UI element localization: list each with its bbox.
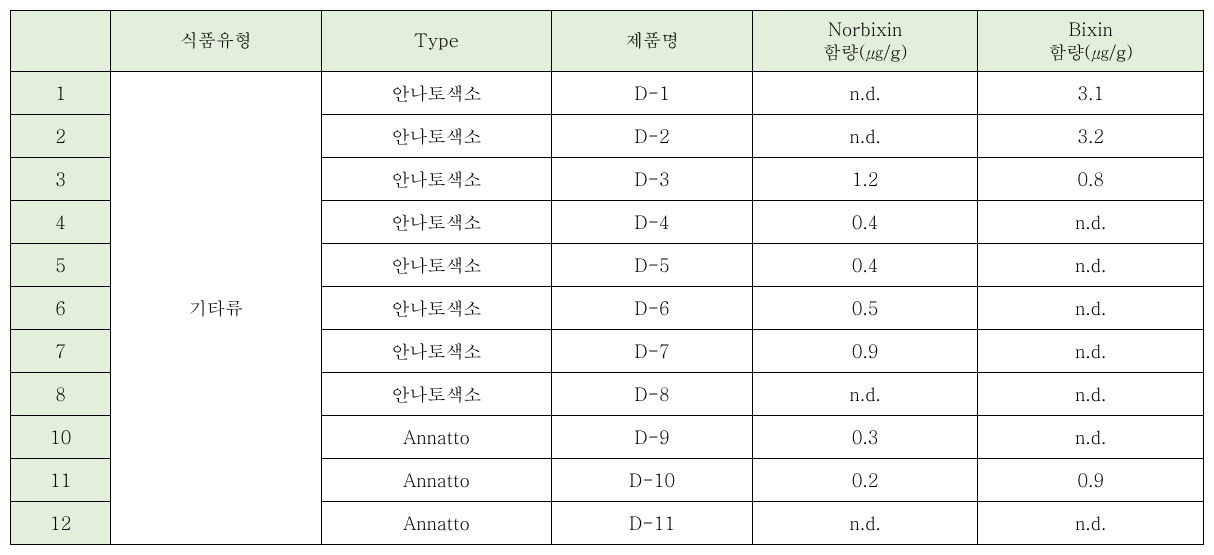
row-index: 5 [11, 244, 111, 287]
cell-bixin: 3.2 [978, 115, 1204, 158]
col-header-type: Type [321, 11, 552, 72]
cell-norbixin: n.d. [752, 72, 978, 115]
cell-norbixin: 0.2 [752, 459, 978, 502]
cell-type: 안나토색소 [321, 158, 552, 201]
cell-type: 안나토색소 [321, 287, 552, 330]
cell-bixin: n.d. [978, 330, 1204, 373]
cell-type: Annatto [321, 459, 552, 502]
merged-category-cell: 기타류 [111, 72, 322, 545]
cell-product: D-3 [552, 158, 753, 201]
col-header-blank [11, 11, 111, 72]
col-header-norbixin: Norbixin함량(㎍/g) [752, 11, 978, 72]
cell-bixin: n.d. [978, 244, 1204, 287]
cell-product: D-9 [552, 416, 753, 459]
cell-bixin: n.d. [978, 373, 1204, 416]
cell-bixin: n.d. [978, 416, 1204, 459]
cell-product: D-6 [552, 287, 753, 330]
cell-bixin: 3.1 [978, 72, 1204, 115]
cell-bixin: n.d. [978, 287, 1204, 330]
cell-product: D-10 [552, 459, 753, 502]
cell-type: Annatto [321, 416, 552, 459]
row-index: 6 [11, 287, 111, 330]
cell-product: D-4 [552, 201, 753, 244]
cell-norbixin: 0.4 [752, 201, 978, 244]
row-index: 12 [11, 502, 111, 545]
col-header-product: 제품명 [552, 11, 753, 72]
row-index: 4 [11, 201, 111, 244]
cell-bixin: 0.8 [978, 158, 1204, 201]
cell-type: 안나토색소 [321, 72, 552, 115]
row-index: 11 [11, 459, 111, 502]
cell-product: D-1 [552, 72, 753, 115]
row-index: 8 [11, 373, 111, 416]
cell-norbixin: 0.5 [752, 287, 978, 330]
cell-bixin: 0.9 [978, 459, 1204, 502]
cell-norbixin: 0.3 [752, 416, 978, 459]
row-index: 3 [11, 158, 111, 201]
cell-bixin: n.d. [978, 502, 1204, 545]
cell-norbixin: n.d. [752, 373, 978, 416]
col-header-bixin: Bixin함량(㎍/g) [978, 11, 1204, 72]
cell-type: 안나토색소 [321, 115, 552, 158]
cell-norbixin: 1.2 [752, 158, 978, 201]
cell-bixin: n.d. [978, 201, 1204, 244]
cell-product: D-2 [552, 115, 753, 158]
cell-norbixin: n.d. [752, 502, 978, 545]
table-row: 1 기타류 안나토색소 D-1 n.d. 3.1 [11, 72, 1204, 115]
cell-type: 안나토색소 [321, 201, 552, 244]
cell-product: D-7 [552, 330, 753, 373]
cell-type: Annatto [321, 502, 552, 545]
cell-norbixin: n.d. [752, 115, 978, 158]
table-header-row: 식품유형 Type 제품명 Norbixin함량(㎍/g) Bixin함량(㎍/… [11, 11, 1204, 72]
col-header-category: 식품유형 [111, 11, 322, 72]
cell-product: D-11 [552, 502, 753, 545]
row-index: 7 [11, 330, 111, 373]
row-index: 1 [11, 72, 111, 115]
row-index: 2 [11, 115, 111, 158]
cell-product: D-8 [552, 373, 753, 416]
cell-type: 안나토색소 [321, 330, 552, 373]
cell-type: 안나토색소 [321, 373, 552, 416]
cell-norbixin: 0.4 [752, 244, 978, 287]
row-index: 10 [11, 416, 111, 459]
cell-norbixin: 0.9 [752, 330, 978, 373]
cell-product: D-5 [552, 244, 753, 287]
data-table: 식품유형 Type 제품명 Norbixin함량(㎍/g) Bixin함량(㎍/… [10, 10, 1204, 545]
cell-type: 안나토색소 [321, 244, 552, 287]
